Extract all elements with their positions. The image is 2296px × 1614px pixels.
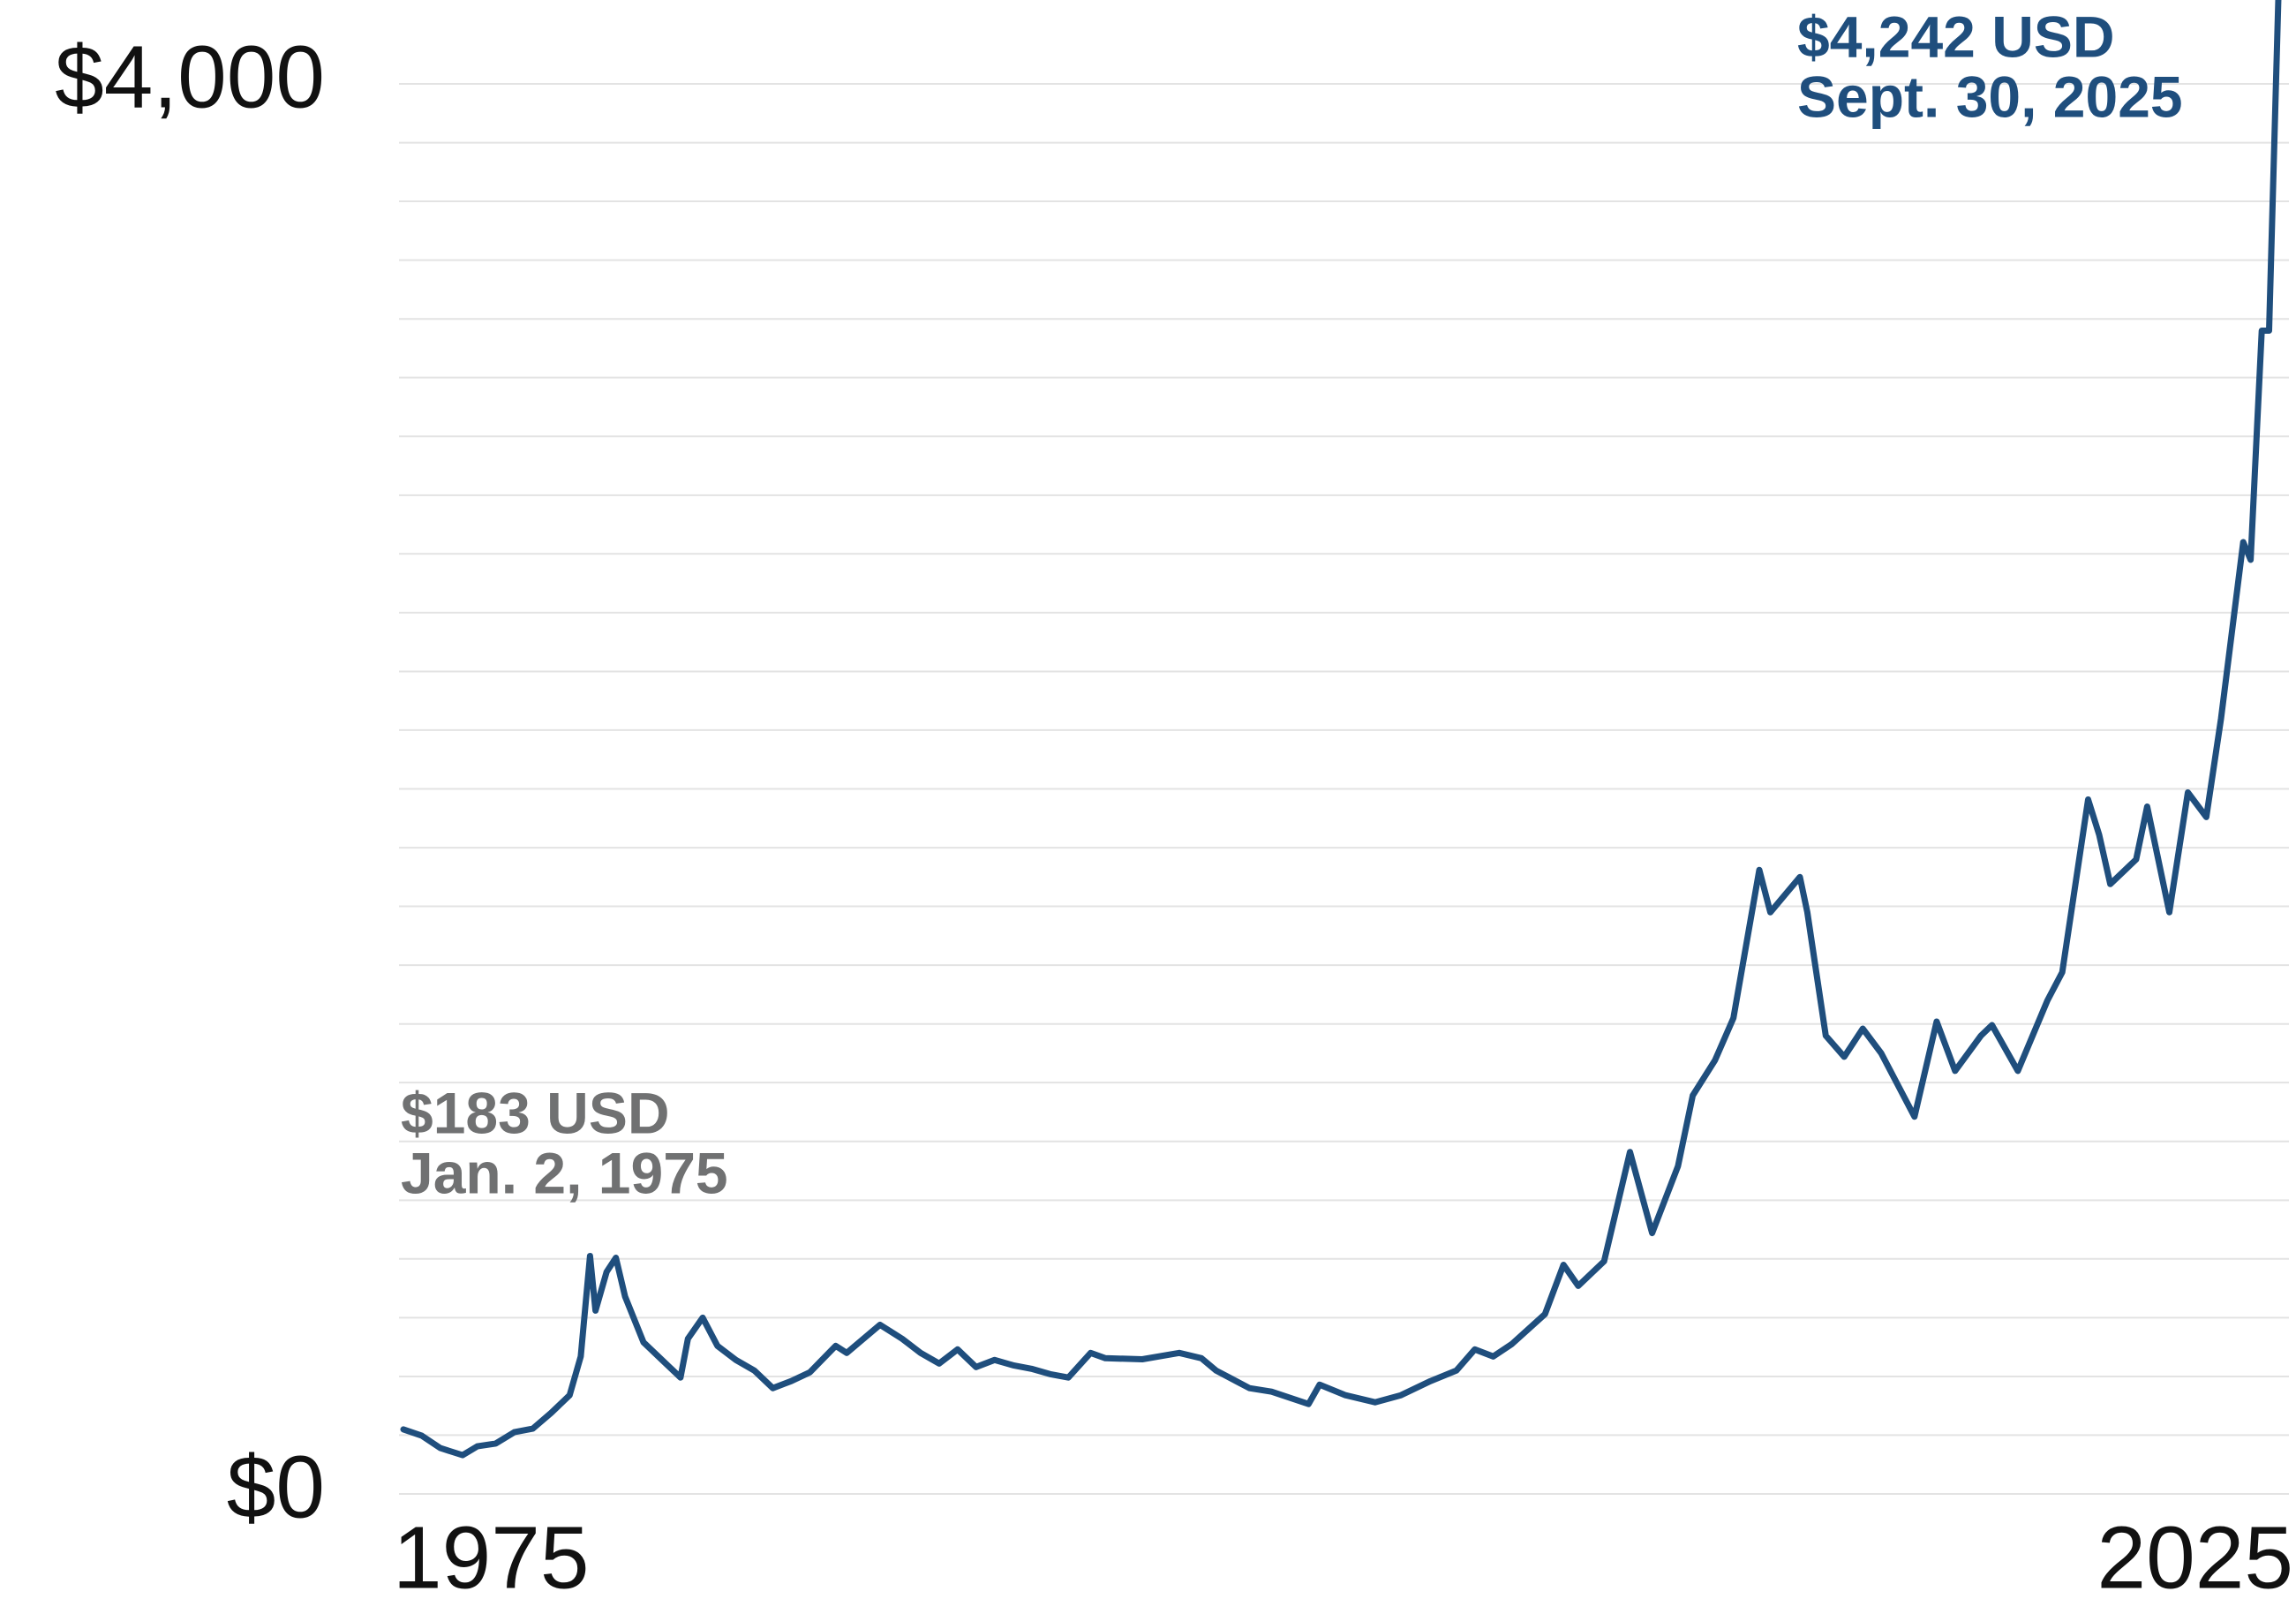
annotation-date: Sept. 30, 2025: [1797, 64, 2183, 129]
x-tick-label: 1975: [393, 1508, 589, 1607]
annotation-value: $183 USD: [401, 1080, 670, 1145]
price-line: [400, 0, 2282, 1459]
annotation-value: $4,242 USD: [1797, 4, 2115, 69]
y-tick-label: $4,000: [55, 27, 325, 126]
annotation-date: Jan. 2, 1975: [401, 1140, 728, 1205]
y-tick-label: $0: [227, 1437, 325, 1536]
x-tick-label: 2025: [2097, 1508, 2293, 1607]
